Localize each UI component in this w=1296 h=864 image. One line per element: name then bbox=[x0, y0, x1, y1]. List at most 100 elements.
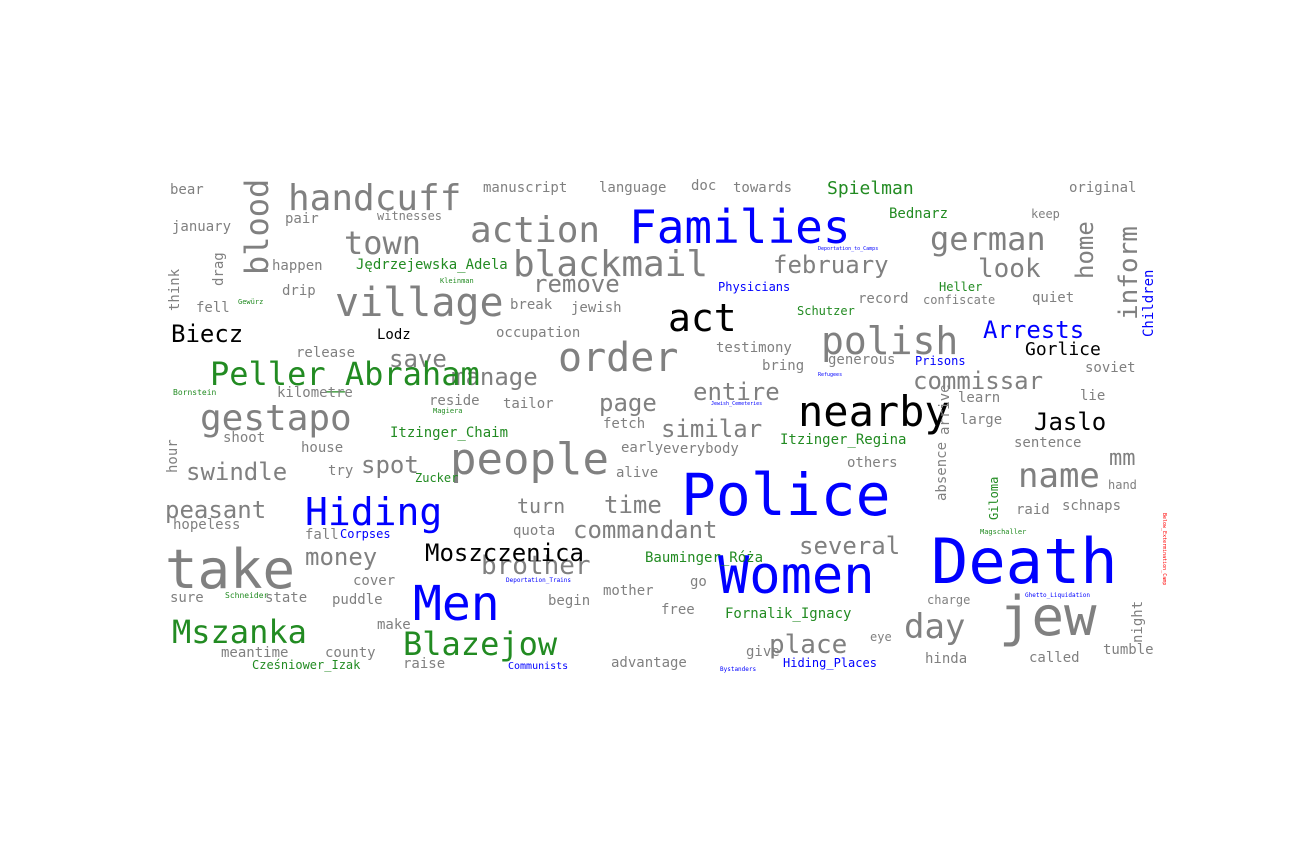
word: blackmail bbox=[513, 244, 709, 285]
word: Peller_Abraham bbox=[210, 355, 480, 393]
word: Schutzer bbox=[797, 304, 855, 318]
word: towards bbox=[733, 180, 793, 196]
word: puddle bbox=[332, 592, 383, 608]
word: Police bbox=[681, 461, 891, 529]
word: Men bbox=[413, 576, 500, 632]
word: begin bbox=[548, 593, 591, 609]
word: quota bbox=[513, 523, 556, 539]
word: day bbox=[904, 607, 966, 647]
word: spot bbox=[361, 451, 419, 479]
word: try bbox=[328, 463, 354, 479]
word: home bbox=[1071, 221, 1099, 279]
word: schnaps bbox=[1062, 498, 1122, 514]
word: quiet bbox=[1032, 290, 1075, 306]
word: Refugees bbox=[818, 372, 843, 378]
word: Death bbox=[931, 525, 1118, 598]
word: tailor bbox=[503, 396, 554, 412]
word: arrive bbox=[937, 384, 953, 435]
word: Blazejow bbox=[403, 625, 558, 663]
word: Communists bbox=[508, 661, 569, 672]
word: commissar bbox=[913, 367, 1044, 395]
word: sure bbox=[170, 590, 204, 606]
word: Physicians bbox=[718, 280, 791, 294]
word: german bbox=[930, 220, 1046, 258]
word: several bbox=[799, 532, 901, 560]
word: blood bbox=[238, 178, 276, 275]
word: Moszczenica bbox=[425, 539, 584, 567]
word: others bbox=[847, 455, 898, 471]
word: occupation bbox=[496, 325, 581, 341]
word: save bbox=[389, 345, 447, 373]
word: meantime bbox=[221, 645, 289, 661]
word: hand bbox=[1108, 478, 1137, 492]
word: witnesses bbox=[377, 209, 443, 223]
word: pair bbox=[285, 211, 319, 227]
word: think bbox=[167, 268, 183, 311]
word: lie bbox=[1080, 388, 1106, 404]
word: everybody bbox=[663, 441, 739, 457]
word: happen bbox=[272, 258, 323, 274]
word: state bbox=[265, 590, 308, 606]
word: soviet bbox=[1085, 360, 1136, 376]
word: order bbox=[558, 335, 679, 381]
word: language bbox=[599, 180, 667, 196]
word: early bbox=[621, 440, 664, 456]
word: free bbox=[661, 602, 695, 618]
word: break bbox=[510, 297, 553, 313]
word: testimony bbox=[716, 340, 792, 356]
word: hopeless bbox=[173, 517, 241, 533]
word: Itzinger_Chaim bbox=[390, 425, 509, 441]
word: peasant bbox=[165, 496, 267, 524]
word: shoot bbox=[223, 430, 266, 446]
word: page bbox=[599, 389, 657, 417]
word: sentence bbox=[1014, 435, 1082, 451]
word: give bbox=[746, 644, 780, 660]
word: take bbox=[165, 538, 296, 601]
word: swindle bbox=[186, 458, 288, 486]
word: keep bbox=[1031, 207, 1060, 221]
word: Lodz bbox=[377, 327, 411, 343]
word: fetch bbox=[603, 416, 646, 432]
word: handcuff bbox=[288, 178, 462, 219]
word: absence bbox=[934, 441, 950, 501]
word: advantage bbox=[611, 655, 687, 671]
word: tumble bbox=[1103, 642, 1154, 658]
word: Hiding bbox=[305, 490, 443, 534]
word: Arrests bbox=[983, 316, 1085, 344]
word: reside bbox=[429, 393, 480, 409]
word: alive bbox=[616, 465, 659, 481]
word: doc bbox=[691, 178, 717, 194]
word: Prisons bbox=[915, 354, 966, 368]
word: record bbox=[858, 291, 909, 307]
word: turn bbox=[517, 494, 566, 518]
word: hour bbox=[165, 439, 181, 473]
word: jew bbox=[999, 585, 1097, 648]
word: entire bbox=[693, 378, 780, 406]
word: generous bbox=[828, 352, 896, 368]
word: Below_Extermination_Camp bbox=[1161, 513, 1167, 586]
word: Fornalik_Ignacy bbox=[725, 606, 852, 622]
word: Heller bbox=[939, 280, 983, 294]
word: Children bbox=[1141, 269, 1157, 337]
word: drip bbox=[282, 283, 316, 299]
word: Jędrzejewska_Adela bbox=[356, 257, 508, 273]
word: place bbox=[769, 630, 848, 660]
word: Schneider bbox=[225, 591, 269, 600]
word: learn bbox=[958, 390, 1001, 406]
word: Jewish_Cemeteries bbox=[711, 401, 763, 407]
word: Gewürz bbox=[238, 298, 264, 306]
word: go bbox=[690, 574, 707, 590]
word: night bbox=[1130, 600, 1146, 643]
word: called bbox=[1029, 650, 1080, 666]
word: Bornstein bbox=[173, 388, 217, 397]
word: charge bbox=[927, 593, 971, 607]
word: Kleinman bbox=[440, 277, 474, 285]
word: Magschaller bbox=[980, 528, 1027, 536]
word: fall bbox=[305, 527, 339, 543]
word: inform bbox=[1114, 226, 1144, 320]
word: time bbox=[604, 491, 662, 519]
word: look bbox=[978, 254, 1041, 284]
word: county bbox=[325, 645, 376, 661]
word: Mszanka bbox=[172, 613, 307, 651]
word: release bbox=[296, 345, 356, 361]
